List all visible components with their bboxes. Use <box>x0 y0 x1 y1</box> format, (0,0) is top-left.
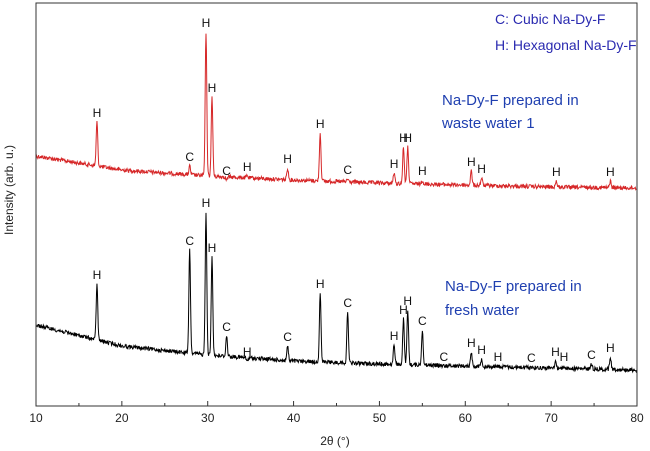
peak-label: H <box>606 165 615 179</box>
legend-item-hexagonal: H: Hexagonal Na-Dy-F <box>495 37 637 53</box>
series-label-waste-line2: waste water 1 <box>441 115 535 132</box>
peak-label: H <box>283 152 292 166</box>
x-tick-label: 20 <box>115 411 129 425</box>
peak-label: C <box>418 314 427 328</box>
peak-label: C <box>185 150 194 164</box>
peak-label: H <box>93 106 102 120</box>
peak-label: H <box>494 350 503 364</box>
peak-label: H <box>403 294 412 308</box>
x-axis: 10 20 30 40 50 60 70 80 <box>29 401 644 425</box>
legend-item-cubic: C: Cubic Na-Dy-F <box>495 11 605 27</box>
series-label-waste-line1: Na-Dy-F prepared in <box>442 92 579 109</box>
peak-label: H <box>552 165 561 179</box>
peak-label: C <box>587 348 596 362</box>
series-label-fresh-line2: fresh water <box>445 302 519 319</box>
peak-label: H <box>208 241 217 255</box>
peak-label: H <box>390 329 399 343</box>
peak-label: H <box>316 277 325 291</box>
peak-label: H <box>316 117 325 131</box>
peak-label: H <box>243 345 252 359</box>
peak-label: C <box>222 320 231 334</box>
peak-label: C <box>185 234 194 248</box>
series-line-fresh-water <box>35 212 638 374</box>
legend: C: Cubic Na-Dy-F H: Hexagonal Na-Dy-F <box>495 11 637 53</box>
series-labels: Na-Dy-F prepared in waste water 1 Na-Dy-… <box>441 92 582 319</box>
peak-label: H <box>477 162 486 176</box>
peak-label: H <box>403 131 412 145</box>
peak-label: H <box>390 157 399 171</box>
peak-label: H <box>93 268 102 282</box>
peak-label: H <box>467 155 476 169</box>
peak-label: C <box>343 296 352 310</box>
peak-label: C <box>439 350 448 364</box>
peak-label: C <box>222 164 231 178</box>
peak-label: H <box>551 345 560 359</box>
series-label-fresh-line1: Na-Dy-F prepared in <box>445 278 582 295</box>
peak-label: H <box>208 81 217 95</box>
peak-label: C <box>527 351 536 365</box>
peak-label: H <box>399 303 408 317</box>
x-axis-title: 2θ (°) <box>320 434 349 448</box>
peak-label: H <box>418 164 427 178</box>
y-axis-title: Intensity (arb. u.) <box>2 145 16 235</box>
x-tick-label: 80 <box>630 411 644 425</box>
plot-frame <box>35 2 638 407</box>
peak-label: H <box>477 343 486 357</box>
x-tick-label: 70 <box>544 411 558 425</box>
x-tick-label: 60 <box>459 411 473 425</box>
peak-label: H <box>202 16 211 30</box>
series-line-waste-water <box>35 33 638 191</box>
peak-label: H <box>467 336 476 350</box>
peak-label: H <box>202 196 211 210</box>
peak-label: H <box>606 341 615 355</box>
peak-label: H <box>399 131 408 145</box>
peak-label: C <box>283 330 292 344</box>
x-tick-label: 40 <box>287 411 301 425</box>
peak-label: H <box>560 350 569 364</box>
peak-label: H <box>243 160 252 174</box>
x-tick-label: 10 <box>29 411 43 425</box>
peak-label: C <box>343 163 352 177</box>
x-tick-label: 30 <box>201 411 215 425</box>
x-tick-label: 50 <box>373 411 387 425</box>
